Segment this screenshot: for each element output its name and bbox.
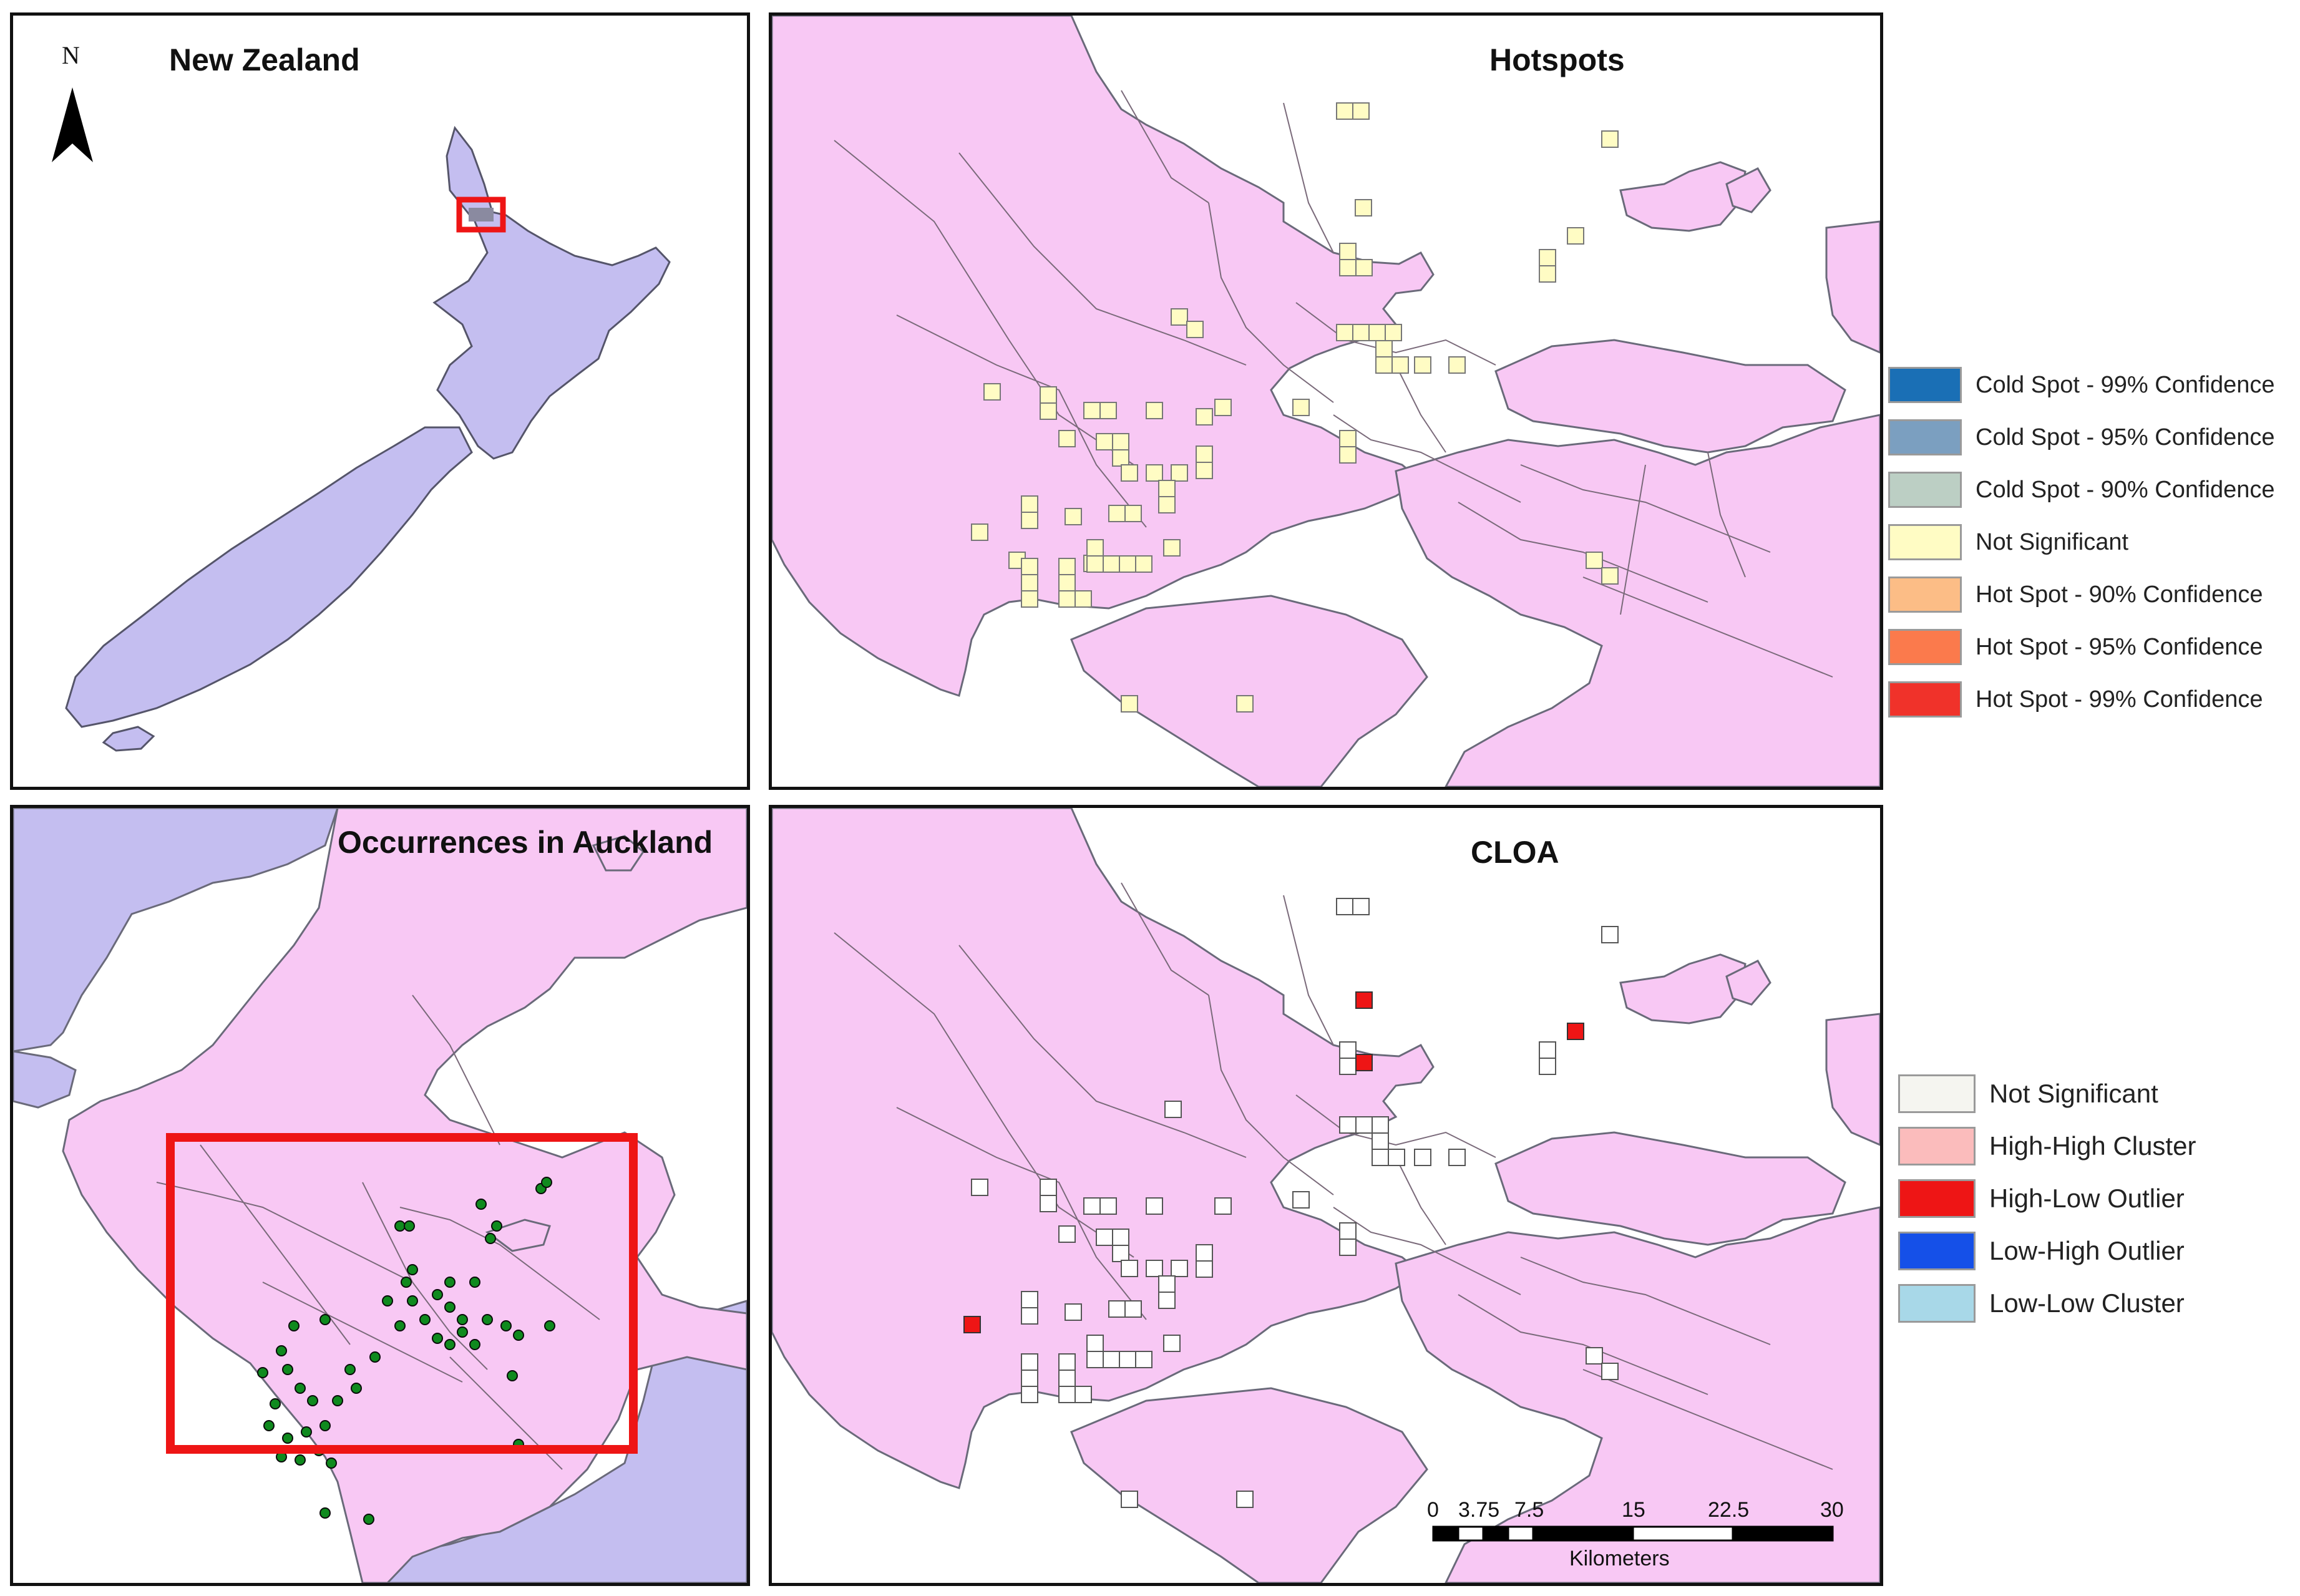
scale-bar (1432, 1525, 1834, 1542)
hotspots-legend: Cold Spot - 99% Confidence Cold Spot - 9… (1888, 367, 2300, 729)
legend-item: High-Low Outlier (1898, 1179, 2185, 1218)
legend-label: High-Low Outlier (1989, 1184, 2185, 1213)
legend-label: Low-Low Cluster (1989, 1288, 2185, 1318)
legend-item: Cold Spot - 95% Confidence (1888, 419, 2275, 455)
legend-swatch (1888, 419, 1962, 455)
hotspots-map (772, 16, 1880, 787)
legend-label: Low-High Outlier (1989, 1236, 2185, 1265)
panel-title: Occurrences in Auckland (338, 825, 713, 860)
panel-title: CLOA (1471, 835, 1559, 870)
legend-item: Cold Spot - 99% Confidence (1888, 367, 2275, 403)
legend-label: Hot Spot - 95% Confidence (1976, 633, 2263, 660)
legend-swatch (1898, 1232, 1976, 1270)
legend-label: Not Significant (1989, 1079, 2158, 1108)
occurrences-map (13, 808, 747, 1583)
scale-tick-label: 0 (1427, 1498, 1439, 1522)
legend-item: Low-High Outlier (1898, 1232, 2185, 1270)
north-label: N (62, 41, 80, 69)
panel-new-zealand: N New Zealand (10, 12, 750, 790)
legend-swatch (1888, 577, 1962, 613)
legend-swatch (1888, 681, 1962, 718)
legend-swatch (1888, 524, 1962, 560)
legend-item: Hot Spot - 90% Confidence (1888, 577, 2263, 613)
stewart-island (102, 726, 155, 752)
scale-tick-label: 7.5 (1514, 1498, 1544, 1522)
panel-cloa: CLOA 0 3.75 7.5 15 22.5 30 Kilometers (769, 805, 1883, 1586)
high-low-outlier-cells (963, 991, 1584, 1333)
scale-tick-label: 22.5 (1708, 1498, 1750, 1522)
legend-item: Hot Spot - 99% Confidence (1888, 681, 2263, 718)
legend-label: Hot Spot - 90% Confidence (1976, 581, 2263, 608)
panel-title: New Zealand (169, 42, 360, 77)
panel-hotspots: Hotspots (769, 12, 1883, 790)
legend-swatch (1898, 1074, 1976, 1113)
auckland-region (62, 808, 747, 1583)
legend-label: Cold Spot - 95% Confidence (1976, 424, 2275, 450)
scale-tick-label: 30 (1820, 1498, 1844, 1522)
legend-item: Cold Spot - 90% Confidence (1888, 472, 2275, 508)
legend-label: Cold Spot - 90% Confidence (1976, 476, 2275, 503)
auckland-highlight-frame (456, 197, 506, 233)
suburb-boundaries (156, 995, 600, 1470)
occurrence-points (257, 1177, 555, 1525)
south-island (65, 426, 473, 728)
region-boundaries (834, 90, 1833, 678)
legend-swatch (1898, 1284, 1976, 1323)
new-zealand-map (52, 87, 671, 752)
legend-label: High-High Cluster (1989, 1131, 2196, 1161)
cloa-map (772, 808, 1880, 1583)
scale-tick-label: 3.75 (1458, 1498, 1500, 1522)
cloa-grid-cells (971, 898, 1619, 1508)
legend-label: Cold Spot - 99% Confidence (1976, 371, 2275, 398)
legend-item: High-High Cluster (1898, 1127, 2196, 1165)
study-area-frame (166, 1133, 638, 1454)
north-arrow-icon (52, 87, 93, 162)
hotspot-grid-cells (971, 102, 1619, 713)
legend-label: Hot Spot - 99% Confidence (1976, 686, 2263, 713)
legend-swatch (1888, 367, 1962, 403)
scale-tick-label: 15 (1622, 1498, 1645, 1522)
cloa-legend: Not Significant High-High Cluster High-L… (1898, 1074, 2298, 1336)
legend-item: Hot Spot - 95% Confidence (1888, 629, 2263, 665)
auckland-landmass (772, 16, 1880, 787)
legend-label: Not Significant (1976, 528, 2129, 555)
legend-swatch (1888, 629, 1962, 665)
legend-item: Not Significant (1898, 1074, 2158, 1113)
panel-occurrences: Occurrences in Auckland (10, 805, 750, 1586)
legend-swatch (1888, 472, 1962, 508)
legend-swatch (1898, 1127, 1976, 1165)
scale-unit-label: Kilometers (1569, 1547, 1670, 1570)
panel-title: Hotspots (1489, 42, 1625, 77)
legend-swatch (1898, 1179, 1976, 1218)
legend-item: Low-Low Cluster (1898, 1284, 2185, 1323)
legend-item: Not Significant (1888, 524, 2128, 560)
north-island (432, 125, 671, 460)
